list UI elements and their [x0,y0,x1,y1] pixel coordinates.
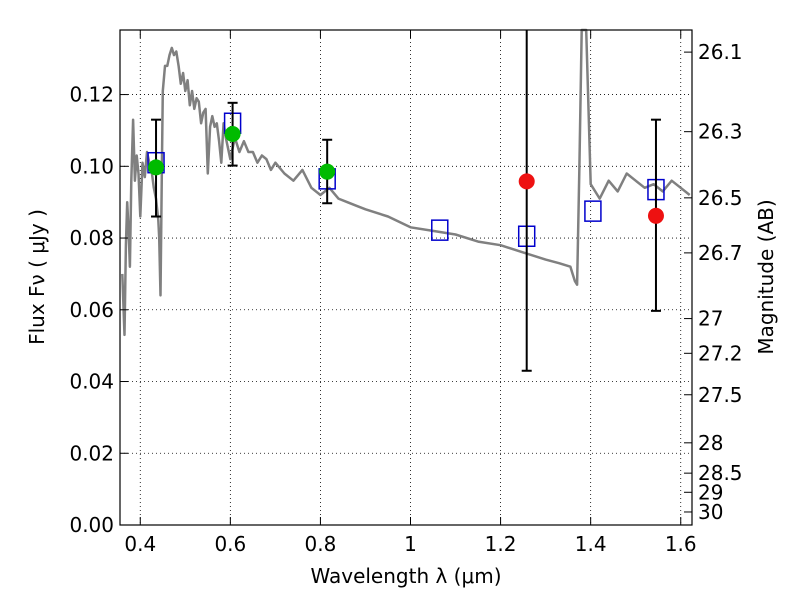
grid-lines [120,30,692,526]
detection-point [224,126,241,143]
plot-frame [119,29,693,526]
error-bars [151,30,661,372]
right-tick-label: 27.5 [698,383,743,407]
x-tick-labels: 0.4 0.6 0.8 1 1.2 1.4 1.6 [124,532,696,556]
y-tick-labels: 0.00 0.02 0.04 0.06 0.08 0.10 0.12 [69,83,114,537]
observed-points [148,126,664,224]
detection-point [148,159,165,176]
right-axis-title: Magnitude (AB) [754,199,778,354]
x-tick-label: 1.6 [665,532,697,556]
x-tick-label: 0.8 [305,532,337,556]
right-tick-label: 26.7 [698,241,743,265]
nondetection-point [518,173,535,190]
right-tick-label: 26.3 [698,120,743,144]
x-tick-label: 0.6 [214,532,246,556]
x-axis-title: Wavelength λ (μm) [310,564,501,588]
y-tick-label: 0.02 [69,441,114,465]
y-tick-label: 0.04 [69,370,114,394]
right-tick-label: 26.5 [698,186,743,210]
model-spectrum [121,28,691,337]
model-spectrum-line [121,28,691,337]
y-tick-label: 0.00 [69,513,114,537]
detection-point [319,163,336,180]
x-tick-label: 0.4 [124,532,156,556]
right-tick-label: 28.5 [698,461,743,485]
y-tick-label: 0.06 [69,298,114,322]
right-tick-label: 30 [698,500,723,524]
x-tick-label: 1.2 [485,532,517,556]
y-tick-label: 0.10 [69,154,114,178]
axis-ticks [120,30,692,526]
right-tick-label: 26.1 [698,40,743,64]
y-tick-label: 0.12 [69,83,114,107]
y-axis-title: Flux Fν ( μJy ) [25,209,49,345]
right-tick-label: 28 [698,431,723,455]
right-tick-label: 27 [698,307,723,331]
model-box-marker [584,200,602,222]
nondetection-point [647,207,664,224]
x-tick-label: 1 [404,532,417,556]
y-tick-label: 0.08 [69,226,114,250]
model-box-marker [431,219,449,241]
right-tick-label: 27.2 [698,341,743,365]
right-tick-label: 29 [698,480,723,504]
x-tick-label: 1.4 [575,532,607,556]
